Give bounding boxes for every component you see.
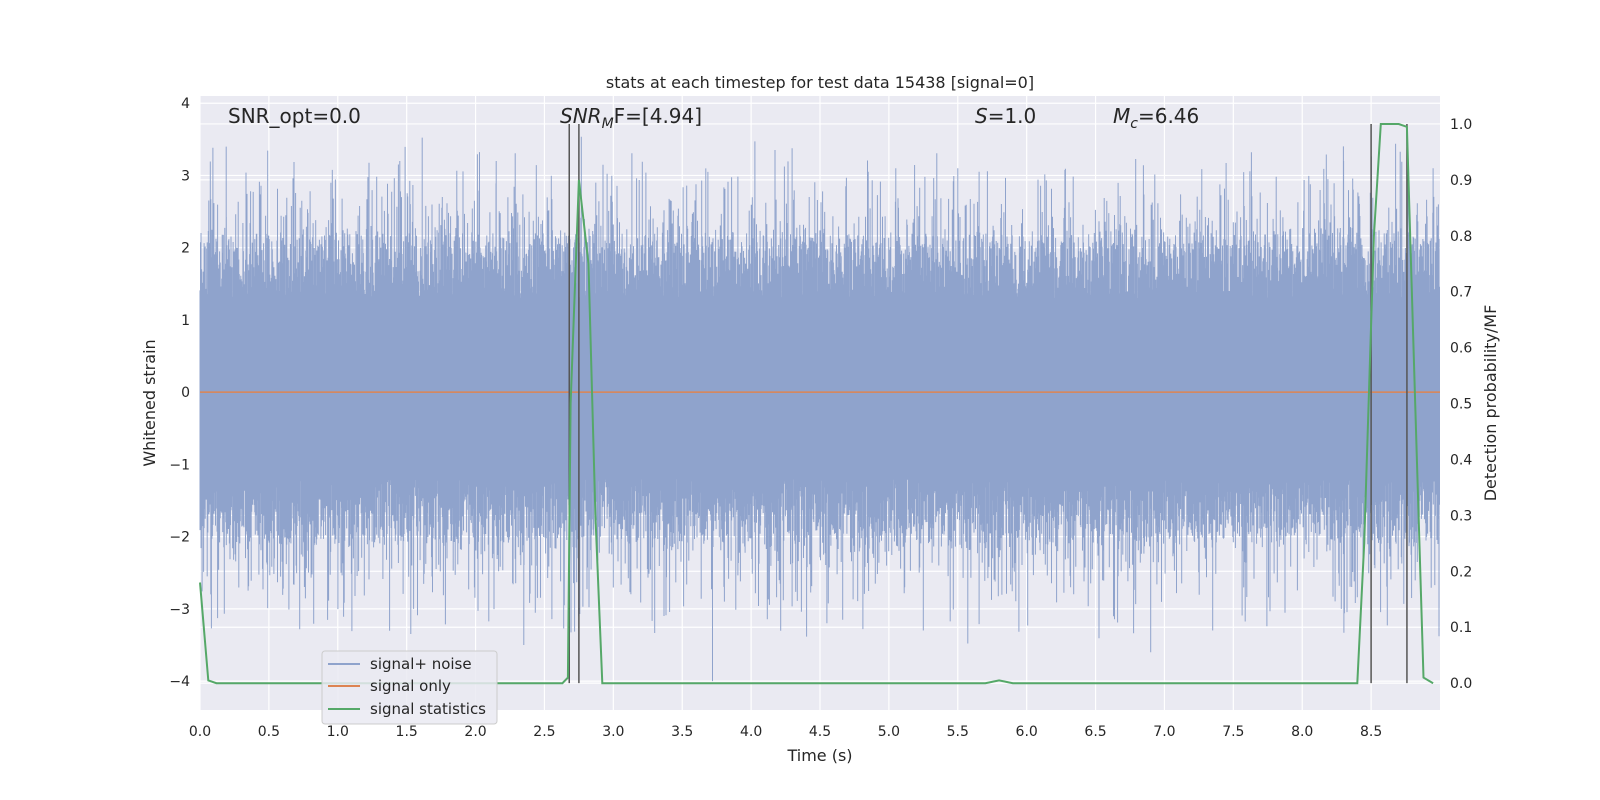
- x-tick-label: 4.0: [740, 724, 762, 740]
- y-tick-label: −4: [169, 674, 190, 690]
- annotation-snr-mf: SNRMF=[4.94]: [560, 104, 702, 132]
- y-tick-label: 4: [181, 96, 190, 112]
- x-tick-label: 7.5: [1222, 724, 1244, 740]
- x-tick-label: 2.0: [464, 724, 486, 740]
- annotation-mc: Mc=6.46: [1113, 104, 1199, 132]
- x-tick-label: 4.5: [809, 724, 831, 740]
- x-tick-label: 1.0: [327, 724, 349, 740]
- y2-tick-labels: 0.0 0.1 0.2 0.3 0.4 0.5 0.6 0.7 0.8 0.9 1.0: [1450, 117, 1472, 692]
- y-tick-labels: −4 −3 −2 −1 0 1 2 3 4: [169, 96, 190, 690]
- legend-label-noise: signal+ noise: [370, 655, 472, 673]
- y2-tick-label: 0.6: [1450, 341, 1472, 357]
- y-tick-label: 2: [181, 241, 190, 257]
- x-tick-label: 2.5: [533, 724, 555, 740]
- y2-tick-label: 0.9: [1450, 173, 1472, 189]
- y2-tick-label: 0.1: [1450, 620, 1472, 636]
- y-tick-label: 1: [181, 313, 190, 329]
- y2-tick-label: 0.2: [1450, 564, 1472, 580]
- x-tick-label: 0.0: [189, 724, 211, 740]
- y-tick-label: 3: [181, 168, 190, 184]
- x-tick-label: 7.0: [1153, 724, 1175, 740]
- x-tick-labels: 0.0 0.5 1.0 1.5 2.0 2.5 3.0 3.5 4.0 4.5 5.0 5.5 6.0 6…: [189, 724, 1382, 740]
- x-tick-label: 6.5: [1084, 724, 1106, 740]
- y-axis-label: Whitened strain: [140, 339, 159, 466]
- x-tick-label: 1.5: [396, 724, 418, 740]
- x-tick-label: 6.0: [1016, 724, 1038, 740]
- legend-box: [321, 650, 498, 725]
- y2-tick-label: 0.7: [1450, 285, 1472, 301]
- y-tick-label: −1: [169, 457, 190, 473]
- y2-tick-label: 0.8: [1450, 229, 1472, 245]
- y-tick-label: −2: [169, 530, 190, 546]
- signal-statistics-line: [199, 123, 1434, 685]
- legend-label-statistics: signal statistics: [370, 700, 486, 718]
- x-tick-label: 3.5: [671, 724, 693, 740]
- x-tick-label: 5.0: [878, 724, 900, 740]
- x-tick-label: 8.0: [1291, 724, 1313, 740]
- y2-axis-label: Detection probability/MF: [1481, 305, 1500, 502]
- x-tick-label: 5.5: [947, 724, 969, 740]
- y-tick-label: 0: [181, 385, 190, 401]
- x-tick-label: 3.0: [602, 724, 624, 740]
- chart-title: stats at each timestep for test data 154…: [606, 73, 1034, 92]
- y2-tick-label: 1.0: [1450, 117, 1472, 133]
- legend-label-signal-only: signal only: [370, 677, 451, 695]
- x-tick-label: 8.5: [1360, 724, 1382, 740]
- legend: signal+ noise signal only signal statist…: [321, 650, 498, 725]
- y2-tick-label: 0.0: [1450, 676, 1472, 692]
- y2-tick-label: 0.5: [1450, 397, 1472, 413]
- x-tick-label: 0.5: [258, 724, 280, 740]
- x-axis-label: Time (s): [786, 746, 852, 765]
- y-tick-label: −3: [169, 602, 190, 618]
- y2-tick-label: 0.4: [1450, 452, 1472, 468]
- y2-tick-label: 0.3: [1450, 508, 1472, 524]
- annotation-snr-opt: SNR_opt=0.0: [228, 104, 361, 128]
- annotation-s: S=1.0: [975, 104, 1036, 128]
